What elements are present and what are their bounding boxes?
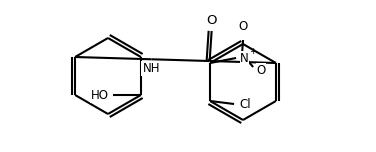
Text: Cl: Cl [239,97,251,111]
Text: O: O [238,20,248,33]
Text: NH: NH [143,62,160,75]
Text: N: N [240,52,249,64]
Text: HO: HO [91,88,109,102]
Text: O: O [206,14,217,27]
Text: +: + [249,47,256,55]
Text: -: - [266,59,269,67]
Text: O: O [256,64,265,76]
